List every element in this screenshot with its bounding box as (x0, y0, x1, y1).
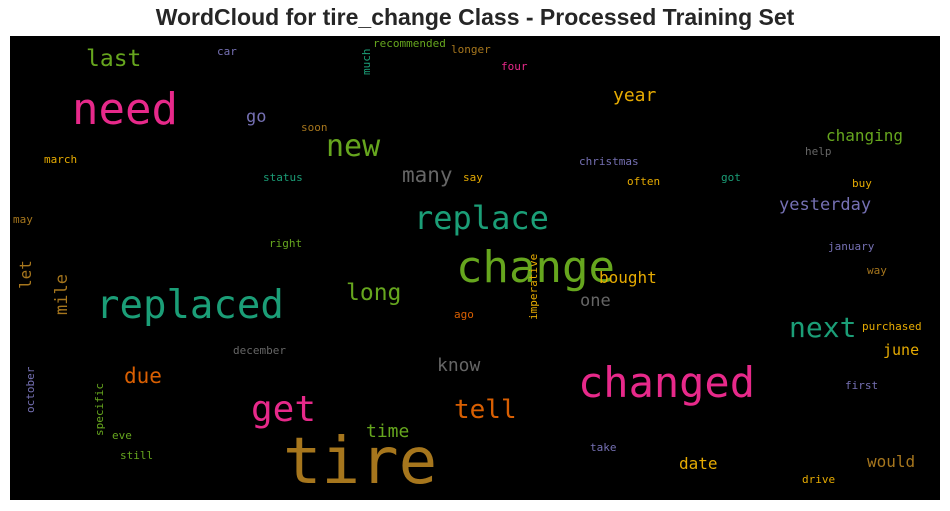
word-soon: soon (301, 121, 328, 134)
word-changing: changing (826, 126, 904, 145)
word-right: right (269, 237, 303, 250)
word-yesterday: yesterday (779, 195, 872, 215)
word-october: october (24, 366, 37, 413)
word-date: date (679, 454, 718, 473)
word-take: take (590, 441, 617, 454)
word-one: one (580, 291, 611, 311)
word-new: new (326, 129, 381, 164)
word-imperative: imperative (527, 253, 540, 320)
word-december: december (233, 344, 286, 357)
word-many: many (402, 163, 453, 187)
word-specific: specific (93, 383, 106, 436)
word-january: january (828, 240, 875, 253)
word-christmas: christmas (579, 155, 639, 168)
word-buy: buy (852, 177, 872, 190)
chart-title: WordCloud for tire_change Class - Proces… (155, 4, 795, 30)
word-four: four (501, 60, 528, 73)
word-last: last (86, 46, 142, 72)
word-recommended: recommended (373, 37, 446, 50)
word-cloud: tire change changed replaced need get replace n… (10, 36, 940, 500)
word-eve: eve (112, 429, 132, 442)
word-tire: tire (283, 425, 438, 499)
word-march: march (44, 153, 78, 166)
word-still: still (120, 449, 154, 462)
word-year: year (613, 85, 657, 106)
word-know: know (437, 355, 481, 376)
word-help: help (805, 145, 832, 158)
word-next: next (789, 311, 857, 344)
word-much: much (360, 48, 373, 76)
word-longer: longer (451, 43, 491, 56)
word-june: june (883, 341, 920, 359)
word-due: due (124, 364, 162, 388)
word-may: may (13, 213, 33, 226)
word-tell: tell (454, 395, 517, 425)
word-bought: bought (599, 268, 657, 287)
word-way: way (867, 264, 887, 277)
word-time: time (366, 421, 410, 442)
word-changed: changed (578, 358, 756, 407)
word-often: often (627, 175, 661, 188)
word-say: say (463, 171, 483, 184)
word-mile: mile (52, 274, 72, 315)
word-drive: drive (802, 473, 836, 486)
word-purchased: purchased (862, 320, 922, 333)
word-ago: ago (454, 308, 474, 321)
word-replace: replace (414, 199, 549, 237)
word-car: car (217, 45, 237, 58)
word-would: would (867, 452, 916, 471)
word-need: need (72, 84, 178, 135)
word-get: get (251, 389, 317, 430)
word-first: first (845, 379, 879, 392)
word-let: let (16, 260, 35, 289)
word-replaced: replaced (96, 283, 284, 328)
word-got: got (721, 171, 741, 184)
word-go: go (246, 107, 267, 127)
word-long: long (346, 280, 402, 306)
word-status: status (263, 171, 303, 184)
word-change: change (456, 242, 615, 293)
